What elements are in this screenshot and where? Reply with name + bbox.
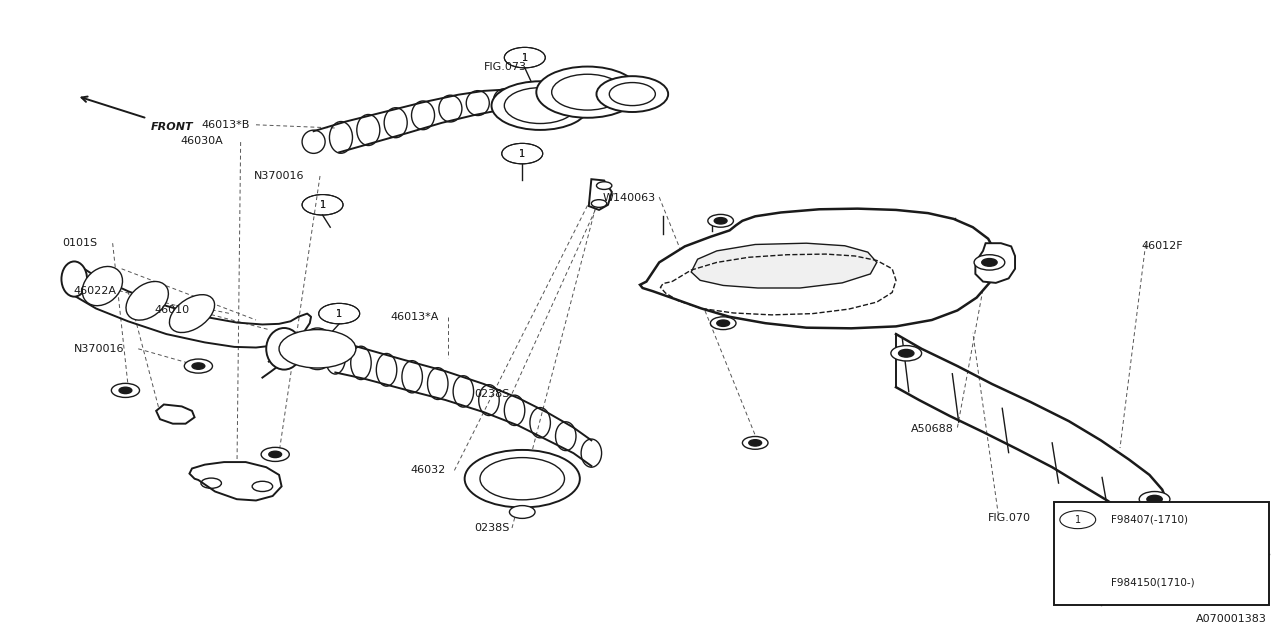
Circle shape [596, 76, 668, 112]
Circle shape [119, 387, 132, 394]
Circle shape [269, 451, 282, 458]
Circle shape [899, 349, 914, 357]
Text: 46030A: 46030A [180, 136, 224, 146]
Text: 0101S: 0101S [63, 238, 97, 248]
Text: FIG.070: FIG.070 [988, 513, 1032, 524]
Text: 1: 1 [520, 148, 525, 159]
Text: 1: 1 [337, 308, 342, 319]
Ellipse shape [125, 282, 169, 320]
Text: 1: 1 [1075, 515, 1080, 525]
Text: 1: 1 [320, 200, 325, 210]
Polygon shape [640, 209, 996, 328]
Circle shape [184, 359, 212, 373]
Text: 1: 1 [522, 52, 527, 63]
Circle shape [742, 436, 768, 449]
Circle shape [1139, 492, 1170, 507]
Text: A070001383: A070001383 [1197, 614, 1267, 624]
Text: FRONT: FRONT [151, 122, 193, 132]
Circle shape [609, 83, 655, 106]
Circle shape [261, 447, 289, 461]
Circle shape [708, 214, 733, 227]
Text: 0238S: 0238S [474, 523, 509, 533]
Circle shape [591, 200, 607, 207]
Text: W140063: W140063 [602, 193, 655, 204]
Circle shape [596, 182, 612, 189]
Text: F984150(1710-): F984150(1710-) [1111, 577, 1194, 588]
Circle shape [974, 255, 1005, 270]
Circle shape [504, 88, 576, 124]
Polygon shape [156, 404, 195, 424]
Circle shape [192, 363, 205, 369]
Polygon shape [975, 243, 1015, 283]
Ellipse shape [266, 328, 302, 370]
Polygon shape [189, 462, 282, 500]
Text: FIG.073: FIG.073 [484, 62, 527, 72]
FancyBboxPatch shape [1055, 502, 1270, 605]
Circle shape [982, 259, 997, 266]
Circle shape [1138, 520, 1153, 527]
Ellipse shape [61, 261, 87, 297]
Circle shape [465, 450, 580, 508]
Circle shape [1130, 516, 1161, 531]
Circle shape [509, 506, 535, 518]
Ellipse shape [300, 328, 335, 370]
Text: 1: 1 [320, 200, 325, 210]
Circle shape [111, 383, 140, 397]
Text: 1: 1 [522, 52, 527, 63]
Polygon shape [589, 179, 612, 210]
Text: N370016: N370016 [253, 171, 305, 181]
Text: 46012F: 46012F [1142, 241, 1184, 252]
Circle shape [891, 346, 922, 361]
Polygon shape [691, 243, 877, 288]
Text: 1: 1 [337, 308, 342, 319]
Circle shape [492, 81, 589, 130]
Text: 46032: 46032 [410, 465, 445, 476]
Circle shape [536, 67, 639, 118]
Circle shape [714, 218, 727, 224]
Text: 46010: 46010 [155, 305, 189, 316]
Circle shape [749, 440, 762, 446]
Text: 1: 1 [520, 148, 525, 159]
Text: A50688: A50688 [911, 424, 954, 434]
Text: 0238S: 0238S [474, 388, 509, 399]
Text: F98407(-1710): F98407(-1710) [1111, 515, 1188, 525]
Circle shape [1147, 495, 1162, 503]
Circle shape [552, 74, 623, 110]
Ellipse shape [82, 266, 123, 306]
Circle shape [279, 330, 356, 368]
Text: 46013*A: 46013*A [390, 312, 439, 322]
Text: 46022A: 46022A [73, 286, 116, 296]
Ellipse shape [169, 294, 215, 333]
Text: N370016: N370016 [74, 344, 124, 354]
Circle shape [480, 458, 564, 500]
Text: 46013*B: 46013*B [201, 120, 250, 130]
Circle shape [710, 317, 736, 330]
Circle shape [717, 320, 730, 326]
